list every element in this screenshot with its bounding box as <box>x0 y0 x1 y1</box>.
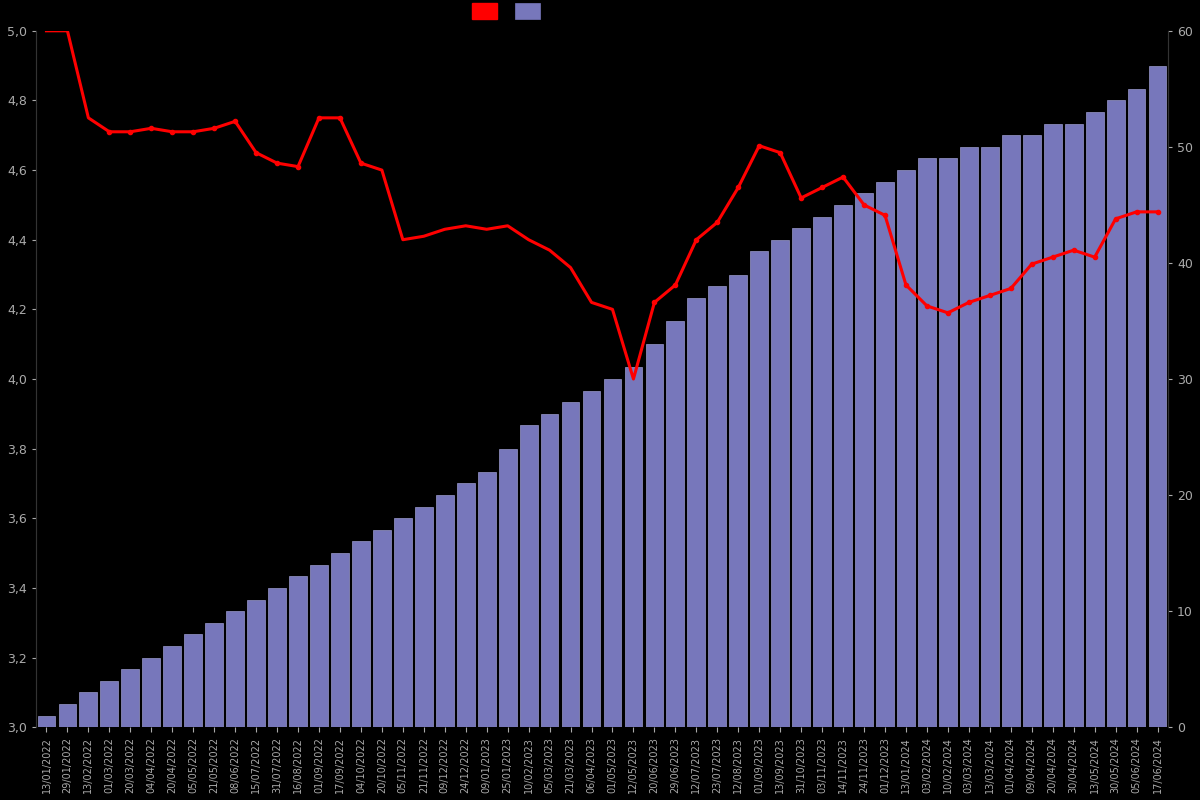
Bar <box>604 379 622 727</box>
Bar <box>772 240 790 727</box>
Bar <box>394 518 412 727</box>
Bar <box>624 367 642 727</box>
Bar <box>373 530 391 727</box>
Bar <box>520 426 538 727</box>
Bar <box>980 147 998 727</box>
Bar <box>268 588 286 727</box>
Bar <box>59 704 77 727</box>
Bar <box>541 414 558 727</box>
Bar <box>583 390 600 727</box>
Bar <box>101 681 119 727</box>
Bar <box>1064 124 1082 727</box>
Bar <box>478 472 496 727</box>
Bar <box>289 576 307 727</box>
Bar <box>856 194 872 727</box>
Bar <box>227 611 244 727</box>
Legend: , : , <box>472 3 551 19</box>
Bar <box>1106 101 1124 727</box>
Bar <box>457 483 475 727</box>
Bar <box>1128 89 1146 727</box>
Bar <box>834 205 852 727</box>
Bar <box>876 182 894 727</box>
Bar <box>688 298 706 727</box>
Bar <box>310 565 328 727</box>
Bar <box>1148 66 1166 727</box>
Bar <box>792 228 810 727</box>
Bar <box>708 286 726 727</box>
Bar <box>1044 124 1062 727</box>
Bar <box>37 716 55 727</box>
Bar <box>562 402 580 727</box>
Bar <box>247 599 265 727</box>
Bar <box>666 321 684 727</box>
Bar <box>352 542 370 727</box>
Bar <box>79 692 97 727</box>
Bar <box>898 170 914 727</box>
Bar <box>1022 135 1040 727</box>
Bar <box>121 669 139 727</box>
Bar <box>436 495 454 727</box>
Bar <box>646 344 664 727</box>
Bar <box>143 658 160 727</box>
Bar <box>960 147 978 727</box>
Bar <box>163 646 181 727</box>
Bar <box>205 622 223 727</box>
Bar <box>331 553 349 727</box>
Bar <box>1002 135 1020 727</box>
Bar <box>415 506 433 727</box>
Bar <box>1086 112 1104 727</box>
Bar <box>750 251 768 727</box>
Bar <box>730 274 748 727</box>
Bar <box>918 158 936 727</box>
Bar <box>185 634 202 727</box>
Bar <box>814 217 832 727</box>
Bar <box>499 449 516 727</box>
Bar <box>938 158 956 727</box>
